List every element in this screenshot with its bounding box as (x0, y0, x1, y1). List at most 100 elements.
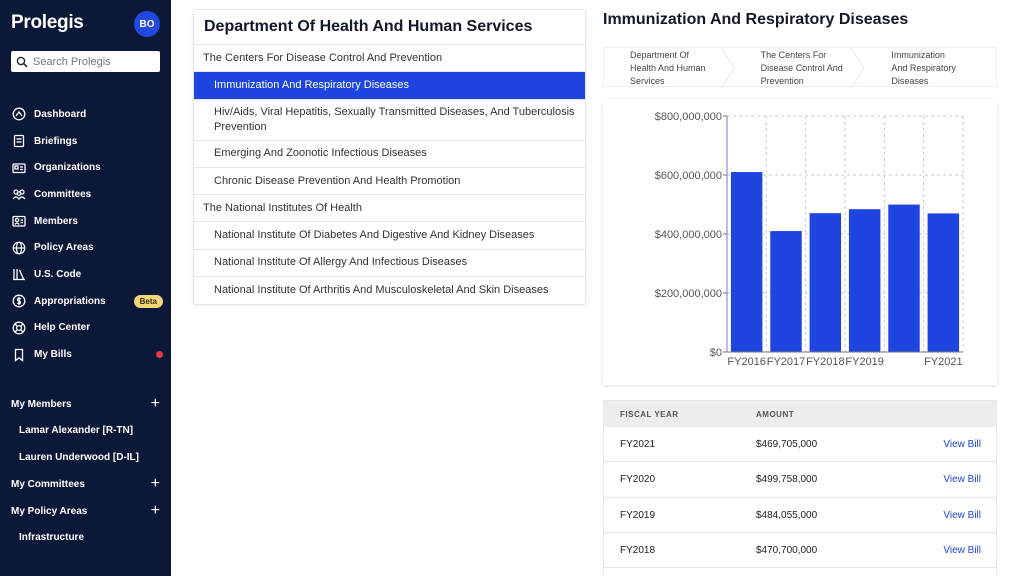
bar-fy2021 (927, 213, 960, 352)
amount-cell: $470,700,000 (756, 544, 818, 556)
appropriations-chart: $0 $200,000,000 $400,000,000 $600,000,000 $8… (603, 99, 997, 385)
breadcrumb-separator-icon (720, 48, 735, 88)
x-tick-label: FY2021 (924, 356, 963, 368)
x-tick-label: FY2019 (845, 356, 884, 368)
search-box[interactable] (11, 51, 160, 72)
department-title: Department Of Health And Human Services (204, 18, 533, 35)
bar-chart: $0 $200,000,000 $400,000,000 $600,000,000 $8… (655, 111, 964, 368)
globe-icon (11, 240, 26, 255)
department-list: The Centers For Disease Control And Prev… (194, 44, 585, 304)
bar-fy2019 (848, 209, 881, 352)
view-bill-link[interactable]: View Bill (943, 439, 981, 450)
amount-cell: $499,758,000 (756, 474, 818, 486)
nav-policy-areas[interactable]: Policy Areas (11, 234, 163, 261)
breadcrumb: Department Of Health And Human Services … (603, 47, 997, 88)
fiscal-year-cell: FY2019 (620, 509, 656, 521)
id-card-icon (11, 160, 26, 175)
bookmark-icon (11, 347, 26, 362)
y-tick-label: $800,000,000 (655, 111, 722, 123)
my-policy-area-item[interactable]: Infrastructure (19, 532, 85, 543)
agency-item[interactable]: The National Institutes Of Health (194, 195, 585, 223)
agency-item[interactable]: The Centers For Disease Control And Prev… (194, 45, 585, 73)
program-item[interactable]: National Institute Of Allergy And Infect… (194, 250, 585, 278)
notification-dot (156, 351, 163, 359)
people-icon (11, 187, 26, 202)
department-panel: Department Of Health And Human Services … (193, 9, 586, 305)
nav-label: Policy Areas (34, 242, 94, 254)
app-logo[interactable]: Prolegis (11, 12, 84, 33)
breadcrumb-item-current[interactable]: Immunization And Respiratory Diseases (865, 48, 996, 86)
nav-committees[interactable]: Committees (11, 181, 163, 208)
program-item[interactable]: Hiv/Aids, Viral Hepatitis, Sexually Tran… (194, 100, 585, 141)
program-item[interactable]: Chronic Disease Prevention And Health Pr… (194, 168, 585, 196)
nav-briefings[interactable]: Briefings (11, 128, 163, 155)
breadcrumb-line: Health And Human (630, 63, 706, 73)
nav-us-code[interactable]: U.S. Code (11, 261, 163, 288)
beta-badge: Beta (133, 294, 163, 308)
y-tick-label: $400,000,000 (655, 229, 722, 241)
breadcrumb-item[interactable]: The Centers For Disease Control And Prev… (735, 48, 866, 88)
my-members-section[interactable]: My Members + (11, 395, 160, 413)
table-header: FISCAL YEAR AMOUNT (604, 401, 996, 427)
section-title: My Members (11, 398, 72, 410)
add-policy-area-icon[interactable]: + (150, 502, 160, 519)
table-row: FY2019 $484,055,000 View Bill (604, 498, 996, 533)
nav-label: Members (34, 215, 78, 227)
view-bill-link[interactable]: View Bill (943, 509, 981, 521)
breadcrumb-item[interactable]: Department Of Health And Human Services (604, 48, 735, 88)
my-committees-section[interactable]: My Committees + (11, 475, 160, 493)
bar-fy2018 (809, 213, 842, 352)
breadcrumb-line: Prevention (760, 76, 804, 86)
program-item[interactable]: National Institute Of Diabetes And Diges… (194, 222, 585, 250)
add-committee-icon[interactable]: + (150, 475, 160, 492)
my-member-item[interactable]: Lauren Underwood [D-IL] (19, 452, 139, 463)
fiscal-year-cell: FY2018 (620, 544, 656, 556)
nav-label: Dashboard (34, 108, 87, 120)
breadcrumb-line: Services (630, 76, 665, 86)
lifebuoy-icon (11, 320, 26, 335)
bar-fy2020 (888, 204, 920, 352)
breadcrumb-line: Disease Control And (760, 63, 843, 73)
user-avatar[interactable]: BO (134, 11, 160, 37)
nav-label: Briefings (34, 135, 78, 147)
nav-label: Committees (34, 188, 92, 200)
x-tick-label: FY2016 (727, 356, 766, 368)
y-tick-label: $0 (710, 347, 722, 359)
nav-organizations[interactable]: Organizations (11, 154, 163, 181)
appropriations-table: FISCAL YEAR AMOUNT FY2021 $469,705,000 V… (603, 400, 997, 576)
program-item[interactable]: National Institute Of Arthritis And Musc… (214, 284, 549, 297)
nav-help-center[interactable]: Help Center (11, 315, 163, 342)
program-item[interactable]: Emerging And Zoonotic Infectious Disease… (194, 141, 585, 168)
table-row: FY2018 $470,700,000 View Bill (604, 533, 996, 569)
view-bill-link[interactable]: View Bill (943, 544, 981, 556)
my-policy-areas-section[interactable]: My Policy Areas + (11, 502, 160, 520)
section-title: My Committees (11, 478, 85, 490)
add-member-icon[interactable]: + (150, 395, 160, 412)
nav-members[interactable]: Members (11, 208, 163, 235)
y-tick-label: $200,000,000 (655, 288, 722, 300)
table-row: FY2020 $499,758,000 View Bill (604, 462, 996, 498)
nav-label: My Bills (34, 349, 72, 361)
column-header-fiscal-year: FISCAL YEAR (620, 409, 679, 419)
program-title: Immunization And Respiratory Diseases (603, 11, 909, 28)
main-nav: Dashboard Briefings Organizations Commit… (11, 101, 163, 368)
nav-my-bills[interactable]: My Bills (11, 341, 163, 368)
nav-label: Appropriations (34, 295, 106, 307)
amount-cell: $469,705,000 (756, 439, 818, 450)
nav-appropriations[interactable]: Appropriations Beta (11, 288, 163, 315)
breadcrumb-line: Department Of (630, 50, 690, 60)
my-member-item[interactable]: Lamar Alexander [R-TN] (19, 425, 134, 436)
nav-dashboard[interactable]: Dashboard (11, 101, 163, 128)
breadcrumb-line: The Centers For (760, 50, 827, 60)
bar-fy2016 (730, 172, 763, 352)
person-card-icon (11, 214, 26, 229)
search-input[interactable] (33, 55, 153, 68)
breadcrumb-separator-icon (851, 48, 865, 88)
library-icon (11, 267, 26, 282)
view-bill-link[interactable]: View Bill (943, 474, 981, 486)
column-header-amount: AMOUNT (756, 409, 795, 419)
y-tick-label: $600,000,000 (655, 170, 722, 182)
nav-label: Help Center (34, 322, 91, 334)
x-tick-label: FY2018 (806, 356, 845, 368)
program-item-selected[interactable]: Immunization And Respiratory Diseases (194, 72, 585, 100)
